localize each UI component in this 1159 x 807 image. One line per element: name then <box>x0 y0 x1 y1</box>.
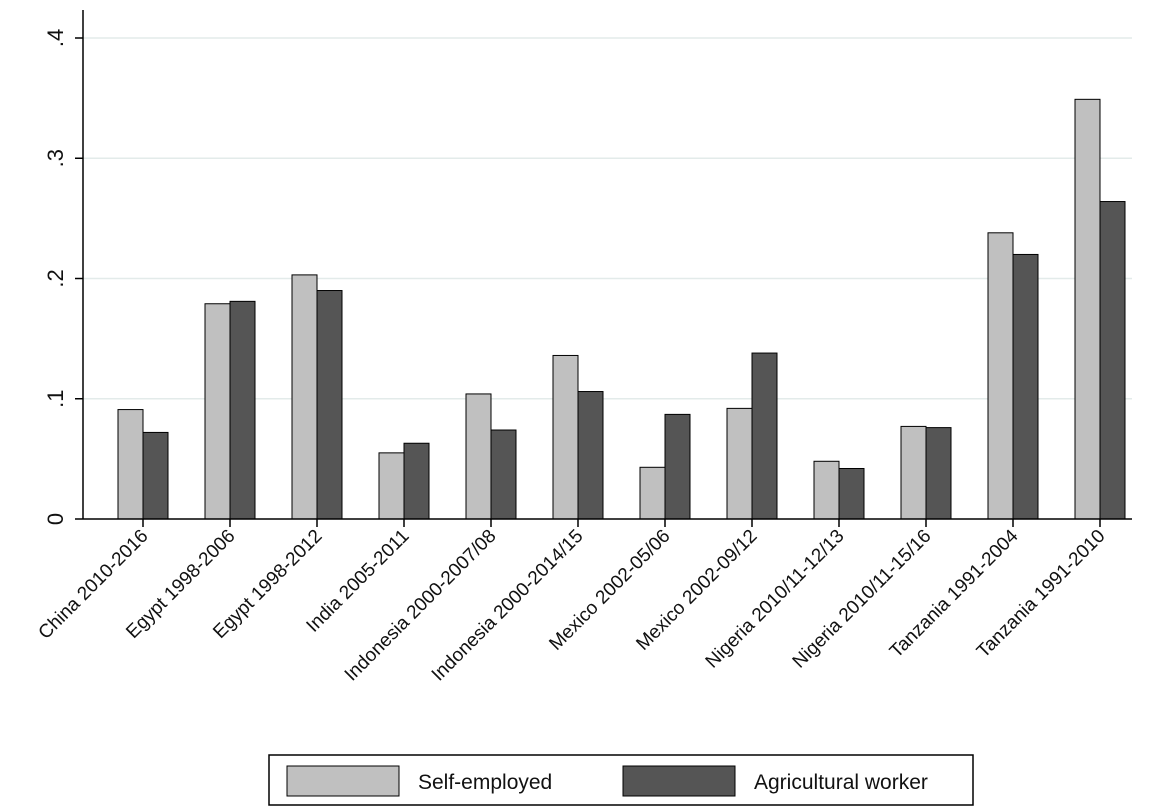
x-tick-label: Indonesia 2000-2007/08 <box>341 526 501 686</box>
bar-self-employed <box>204 303 231 520</box>
bar-self-employed <box>813 460 840 520</box>
y-ticks: 0 .1 .2 .3 .4 <box>43 29 83 525</box>
y-tick-label: .3 <box>43 149 68 167</box>
x-tick-label: Indonesia 2000-2014/15 <box>428 526 588 686</box>
bar-agricultural-worker <box>577 391 604 520</box>
bar-agricultural-worker <box>838 467 865 520</box>
bar-self-employed <box>639 466 666 520</box>
legend: Self-employed Agricultural worker <box>268 754 974 806</box>
bar-self-employed <box>900 425 927 520</box>
legend-label-self-employed: Self-employed <box>418 771 552 794</box>
bar-self-employed <box>117 409 144 520</box>
bars <box>117 98 1126 520</box>
bar-agricultural-worker <box>925 427 952 520</box>
bar-agricultural-worker <box>664 413 691 520</box>
bar-agricultural-worker <box>403 442 430 520</box>
axes <box>82 10 1132 520</box>
bar-self-employed <box>291 274 318 520</box>
bar-self-employed <box>552 354 579 520</box>
legend-swatch-agricultural-worker <box>622 765 736 797</box>
bar-self-employed <box>987 232 1014 520</box>
y-tick-label: .4 <box>43 29 68 47</box>
bar-agricultural-worker <box>316 290 343 520</box>
bar-agricultural-worker <box>142 431 169 520</box>
bar-self-employed <box>378 452 405 520</box>
bar-agricultural-worker <box>229 300 256 520</box>
bar-agricultural-worker <box>751 352 778 520</box>
legend-label-agricultural-worker: Agricultural worker <box>754 771 928 794</box>
gridlines <box>83 37 1132 400</box>
y-tick-label: 0 <box>43 513 68 525</box>
bar-agricultural-worker <box>1099 201 1126 520</box>
bar-agricultural-worker <box>490 429 517 520</box>
y-tick-label: .2 <box>43 269 68 287</box>
bar-self-employed <box>726 407 753 520</box>
y-tick-label: .1 <box>43 390 68 408</box>
bar-self-employed <box>1074 98 1101 520</box>
bar-agricultural-worker <box>1012 253 1039 520</box>
legend-swatch-self-employed <box>286 765 400 797</box>
bar-self-employed <box>465 393 492 520</box>
